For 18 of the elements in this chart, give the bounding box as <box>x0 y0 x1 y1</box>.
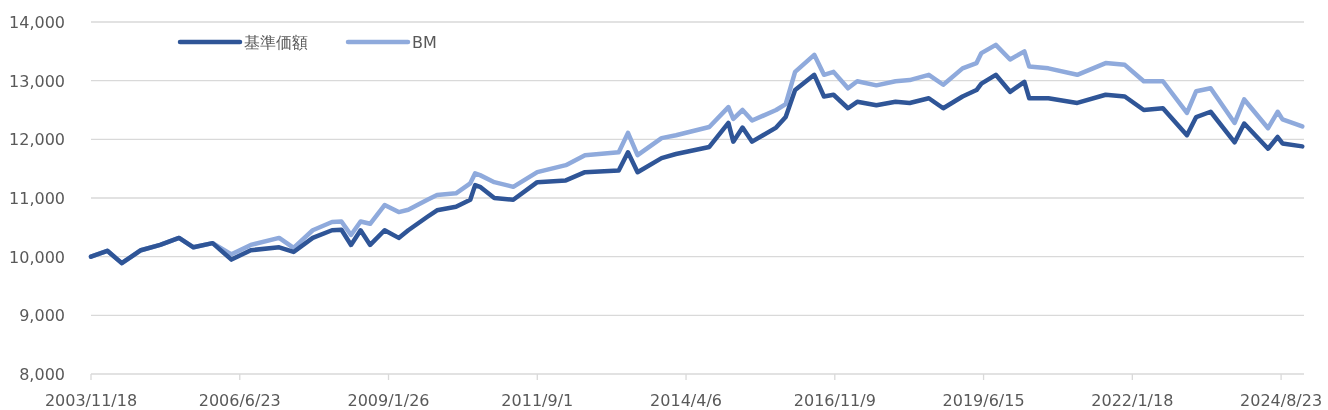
y-tick-label: 11,000 <box>9 189 65 208</box>
y-tick-label: 14,000 <box>9 13 65 32</box>
y-tick-label: 12,000 <box>9 130 65 150</box>
x-tick-label: 2006/6/23 <box>198 391 281 410</box>
legend-label: BM <box>412 33 437 52</box>
y-tick-label: 13,000 <box>9 71 65 91</box>
x-tick-label: 2014/4/6 <box>650 391 722 410</box>
y-tick-label: 8,000 <box>19 365 65 384</box>
legend-label: 基準価額 <box>244 33 308 52</box>
x-tick-label: 2016/11/9 <box>793 391 876 410</box>
y-tick-label: 9,000 <box>19 306 65 326</box>
x-tick-label: 2009/1/26 <box>347 391 430 410</box>
x-tick-label: 2022/1/18 <box>1091 391 1174 410</box>
x-tick-label: 2003/11/18 <box>44 391 138 410</box>
x-tick-label: 2011/9/1 <box>501 391 574 410</box>
y-tick-label: 10,000 <box>9 247 65 267</box>
x-tick-label: 2019/6/15 <box>942 391 1025 410</box>
x-tick-label: 2024/8/23 <box>1240 391 1323 410</box>
